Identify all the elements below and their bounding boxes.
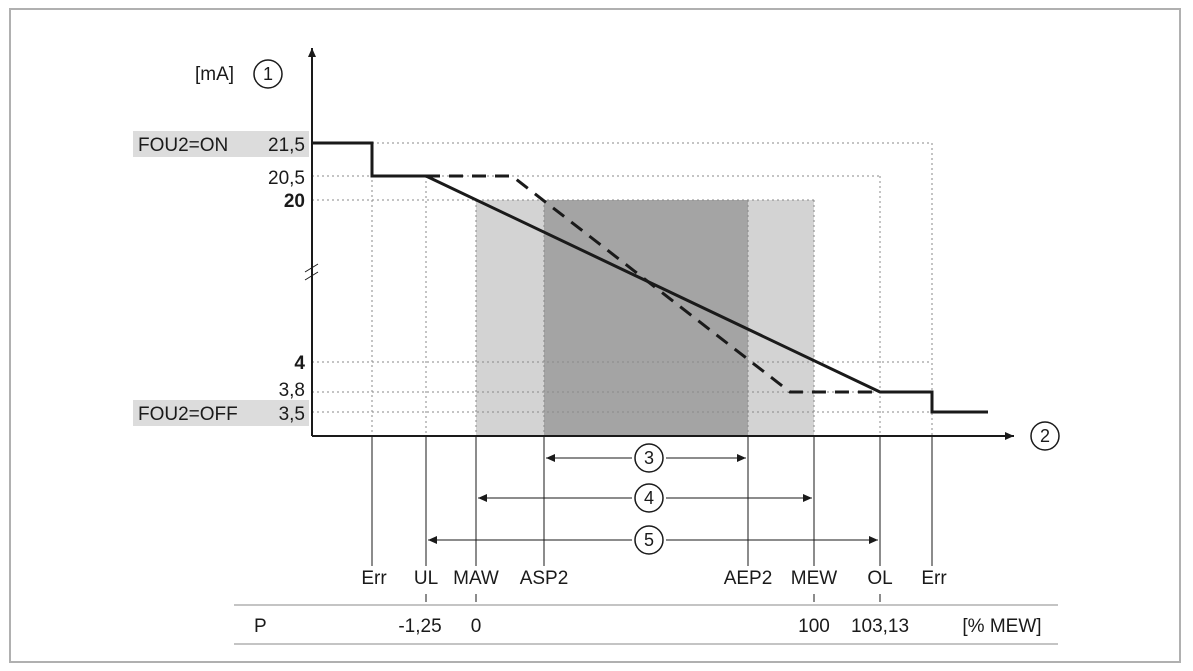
y-label-20-5: 20,5 [268,168,305,189]
x-label-asp2: ASP2 [520,568,569,589]
x-label-aep2: AEP2 [724,568,773,589]
axis-break-upper [304,263,319,273]
fou-on-label: FOU2=ON [138,135,228,156]
p-value-mew: 100 [798,616,830,637]
p-row-unit: [% MEW] [962,616,1041,637]
y-label-20: 20 [284,191,305,212]
x-label-ol: OL [867,568,892,589]
x-label-ul: UL [414,568,438,589]
axis-break-lower [304,271,319,281]
p-value-ol: 103,13 [851,616,909,637]
marker-2 [1030,421,1060,451]
x-label-err-right: Err [921,568,947,589]
fou-off-label: FOU2=OFF [138,404,238,425]
fou-on-bg [133,131,309,157]
x-label-mew: MEW [791,568,838,589]
marker-1-label: 1 [263,64,273,84]
range-5-label: 5 [644,530,654,550]
x-label-err-left: Err [361,568,387,589]
range-5-marker [634,525,664,555]
y-label-3-5: 3,5 [279,404,305,425]
fou-off-bg [133,400,309,426]
range-4-marker [634,483,664,513]
y-axis-unit: [mA] [195,64,234,85]
y-label-3-8: 3,8 [279,380,305,401]
y-label-4: 4 [294,353,305,374]
range-4-label: 4 [644,488,654,508]
y-label-21-5: 21,5 [268,135,305,156]
marker-1 [253,59,283,89]
range-3-label: 3 [644,448,654,468]
marker-2-label: 2 [1040,426,1050,446]
x-label-maw: MAW [453,568,499,589]
range-3-marker [634,443,664,473]
p-value-maw: 0 [471,616,482,637]
p-value-ul: -1,25 [398,616,441,637]
output-curve-dashed [426,174,880,394]
p-row-label: P [254,616,267,637]
scaled-range-region [544,200,748,436]
